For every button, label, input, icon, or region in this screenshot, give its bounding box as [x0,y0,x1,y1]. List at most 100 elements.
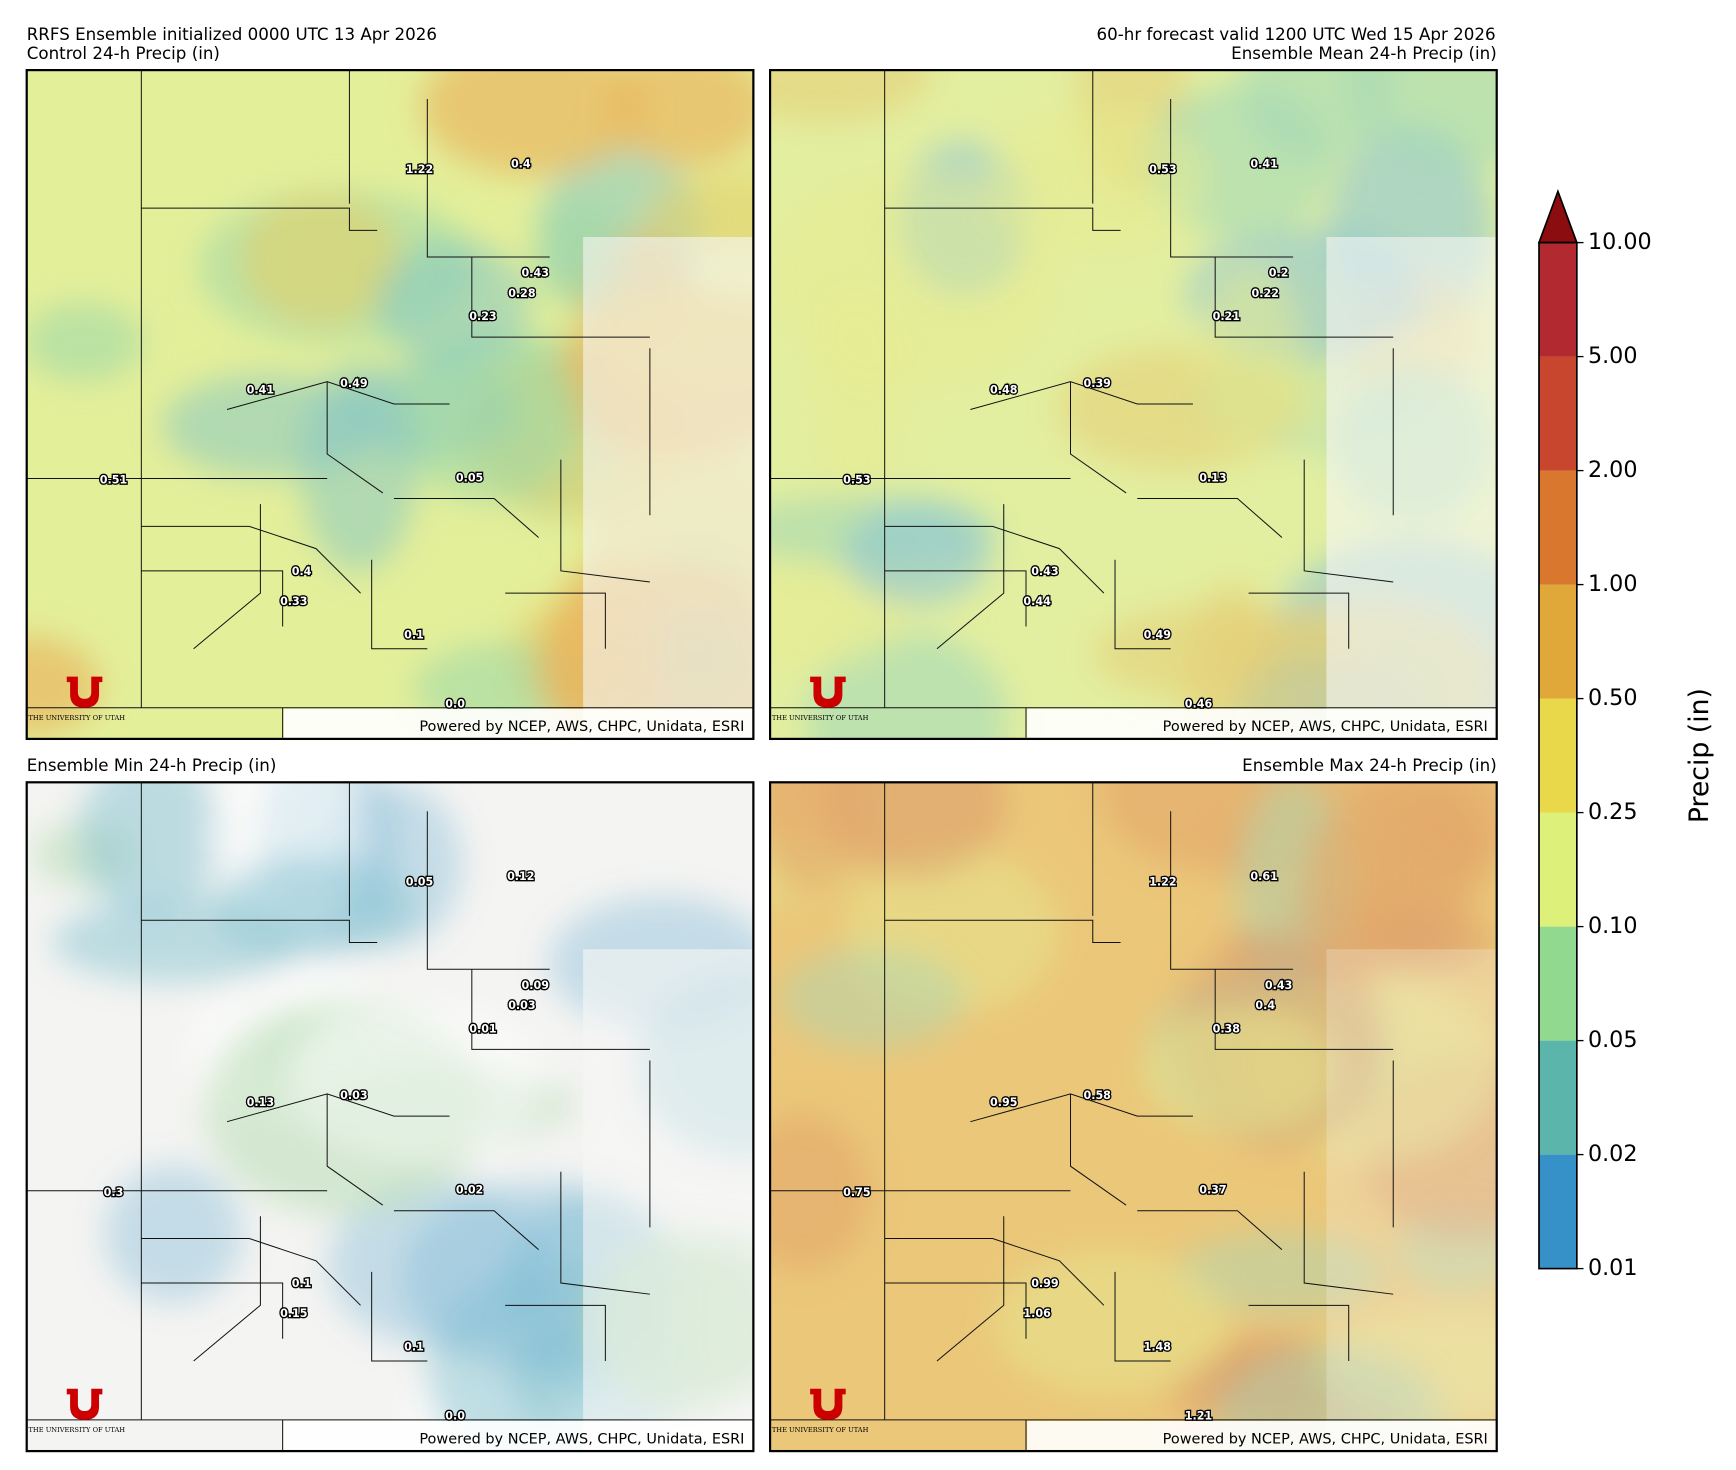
logo-u [810,1388,846,1420]
point-value: 0.41 [247,384,274,397]
state-border [884,1282,1027,1339]
colorbar-segment [1539,1154,1577,1269]
precip-blob [1346,70,1497,168]
precip-blob [1176,1231,1385,1315]
state-border [393,498,539,538]
state-border [936,1216,1005,1362]
point-value: 0.4 [511,158,531,171]
point-value: 0.05 [456,472,483,485]
point-value: 0.49 [340,377,368,390]
state-border [193,1216,261,1362]
panel-frame [768,68,1498,741]
precip-blob [771,167,1058,390]
precip-blob [606,70,754,167]
header-right: 60-hr forecast valid 1200 UTC Wed 15 Apr… [1097,25,1496,44]
point-value: 0.53 [1149,163,1176,176]
precip-blob [992,1249,1228,1396]
point-value: 0.13 [1199,472,1226,485]
state-border [970,381,1193,410]
point-value: 0.3 [104,1186,124,1199]
credit: Powered by NCEP, AWS, CHPC, Unidata, ESR… [1163,1431,1488,1447]
precip-blob [284,1001,548,1156]
point-value: 1.48 [1144,1341,1172,1354]
point-value: 0.0 [445,697,465,710]
colorbar-tick-label: 1.00 [1588,571,1638,597]
state-border [371,559,428,650]
precip-blob [300,361,418,572]
state-border [326,381,384,494]
state-border [226,381,450,410]
point-value: 1.21 [1185,1410,1212,1423]
point-value: 0.22 [1252,287,1279,300]
colorbar-tick-label: 10.00 [1588,229,1652,255]
panel-title: Ensemble Min 24-h Precip (in) [27,756,277,775]
point-value: 0.02 [456,1184,483,1197]
colorbar-tick-label: 0.10 [1588,913,1638,939]
state-border [141,1282,284,1339]
state-border [471,969,650,1050]
state-border [326,1093,384,1206]
point-value: 0.21 [1213,310,1240,323]
point-value: 0.75 [843,1186,870,1199]
colorbar-segment [1539,698,1577,813]
point-value: 0.28 [508,287,536,300]
colorbar-segment [1539,356,1577,471]
state-border [1214,969,1394,1050]
point-value: 0.58 [1084,1089,1112,1102]
point-value: 0.44 [1023,595,1051,608]
logo-text: THE UNIVERSITY OF UTAH [772,714,869,722]
map-panel: Ensemble Min 24-h Precip (in) Powered by … [25,756,755,1453]
point-value: 0.4 [292,565,312,578]
colorbar: 0.01 0.02 0.05 0.10 0.25 0.50 1.00 2.00 5.00 10.0… [1537,188,1715,1281]
point-value: 0.05 [406,875,433,888]
map-panel: Ensemble Mean 24-h Precip (in) Powered by… [768,44,1498,741]
precip-blob [392,328,583,503]
state-border [141,1238,361,1306]
point-value: 0.0 [445,1410,465,1423]
state-border [1137,498,1283,538]
state-border [141,207,378,231]
precip-blob [1197,263,1302,451]
point-value: 0.48 [990,384,1018,397]
map-panel: Ensemble Max 24-h Precip (in) Powered by … [768,756,1498,1453]
point-value: 0.01 [469,1022,496,1035]
precip-blob [78,782,223,919]
state-border [1303,459,1394,583]
colorbar-frame [1538,241,1578,1270]
precip-blob [770,70,932,123]
state-border [1070,381,1127,494]
map-area [770,70,1497,739]
point-value: 0.41 [1250,158,1277,171]
colorbar-segment [1539,242,1577,357]
state-border [1248,1304,1350,1361]
point-value: 0.43 [522,267,549,280]
state-border [1248,592,1350,649]
point-value: 0.12 [507,870,534,883]
point-value: 0.51 [100,474,127,487]
credit: Powered by NCEP, AWS, CHPC, Unidata, ESR… [419,719,744,735]
precip-blob [822,782,1006,880]
point-value: 0.2 [1269,267,1289,280]
point-value: 0.99 [1031,1277,1059,1290]
credit: Powered by NCEP, AWS, CHPC, Unidata, ESR… [1163,719,1488,735]
state-border [141,525,361,594]
colorbar-tick-label: 0.05 [1588,1027,1638,1053]
logo-text: THE UNIVERSITY OF UTAH [28,714,125,722]
colorbar-segment [1539,584,1577,699]
logo-text: THE UNIVERSITY OF UTAH [772,1426,869,1434]
precip-blob [1411,782,1497,874]
precip-blob [780,947,966,1050]
map-area [26,782,754,1452]
point-value: 0.39 [1084,377,1112,390]
precip-blob [104,1164,243,1303]
state-border [884,570,1027,627]
point-value: 0.53 [843,474,870,487]
point-value: 0.38 [1213,1022,1241,1035]
colorbar-segment [1539,926,1577,1041]
colorbar-segment [1539,470,1577,585]
terrain-east [583,237,754,739]
point-value: 0.23 [469,310,496,323]
logo-text: THE UNIVERSITY OF UTAH [28,1426,125,1434]
point-value: 0.03 [340,1089,367,1102]
